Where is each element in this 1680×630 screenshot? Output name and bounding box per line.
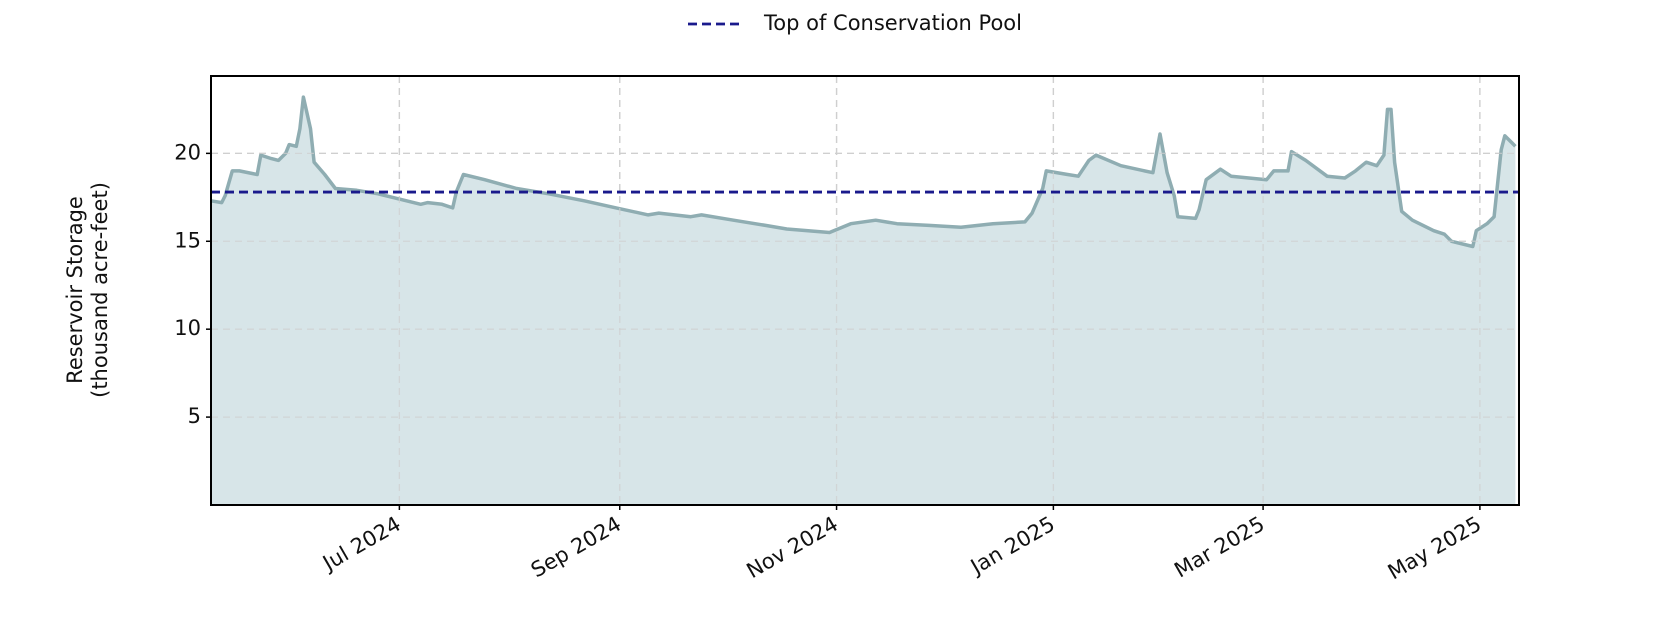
- x-tick-label: Sep 2024: [527, 512, 625, 583]
- y-tick-label: 5: [188, 404, 201, 428]
- y-tick-label: 15: [174, 228, 201, 252]
- x-tick-label: May 2025: [1384, 512, 1486, 585]
- x-tick-label: Nov 2024: [743, 512, 843, 583]
- y-axis-label: Reservoir Storage(thousand acre-feet): [63, 182, 112, 398]
- y-tick-label: 10: [174, 316, 201, 340]
- y-tick-label: 20: [174, 140, 201, 164]
- x-tick-label: Jan 2025: [965, 512, 1059, 580]
- legend-label: Top of Conservation Pool: [763, 11, 1022, 35]
- plot-frame: [210, 75, 1520, 506]
- x-tick-label: Mar 2025: [1170, 512, 1268, 583]
- area-line: [210, 95, 1517, 249]
- area-fill: [211, 97, 1516, 505]
- x-tick-label: Jul 2024: [317, 512, 405, 577]
